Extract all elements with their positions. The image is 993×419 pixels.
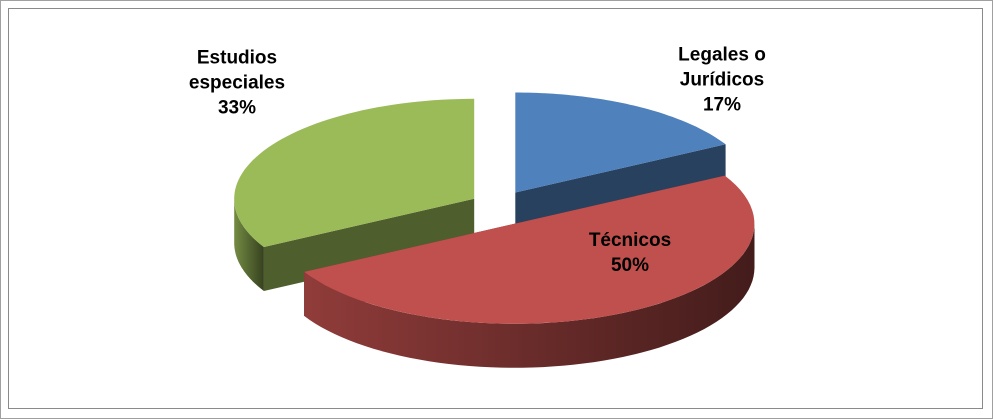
slice-top: [234, 98, 475, 247]
plot-frame: [8, 8, 983, 409]
value-label: 33%: [217, 97, 257, 119]
slice-wall: [234, 198, 264, 291]
slice-top: [515, 92, 726, 193]
data-label: Estudios especiales 33%: [182, 46, 292, 121]
slice: [304, 175, 755, 368]
data-label: Legales o Jurídicos 17%: [667, 43, 777, 118]
slice-top: [304, 175, 755, 324]
value-label: 50%: [610, 255, 650, 276]
category-label: Estudios especiales: [188, 47, 286, 94]
category-label: Legales o Jurídicos: [678, 44, 766, 91]
slice-cut-face: [263, 198, 475, 291]
slice: [234, 98, 475, 291]
value-label: 17%: [702, 94, 742, 116]
category-label: Técnicos: [588, 230, 672, 251]
slice-wall: [304, 223, 755, 368]
data-label: Técnicos 50%: [560, 228, 700, 278]
